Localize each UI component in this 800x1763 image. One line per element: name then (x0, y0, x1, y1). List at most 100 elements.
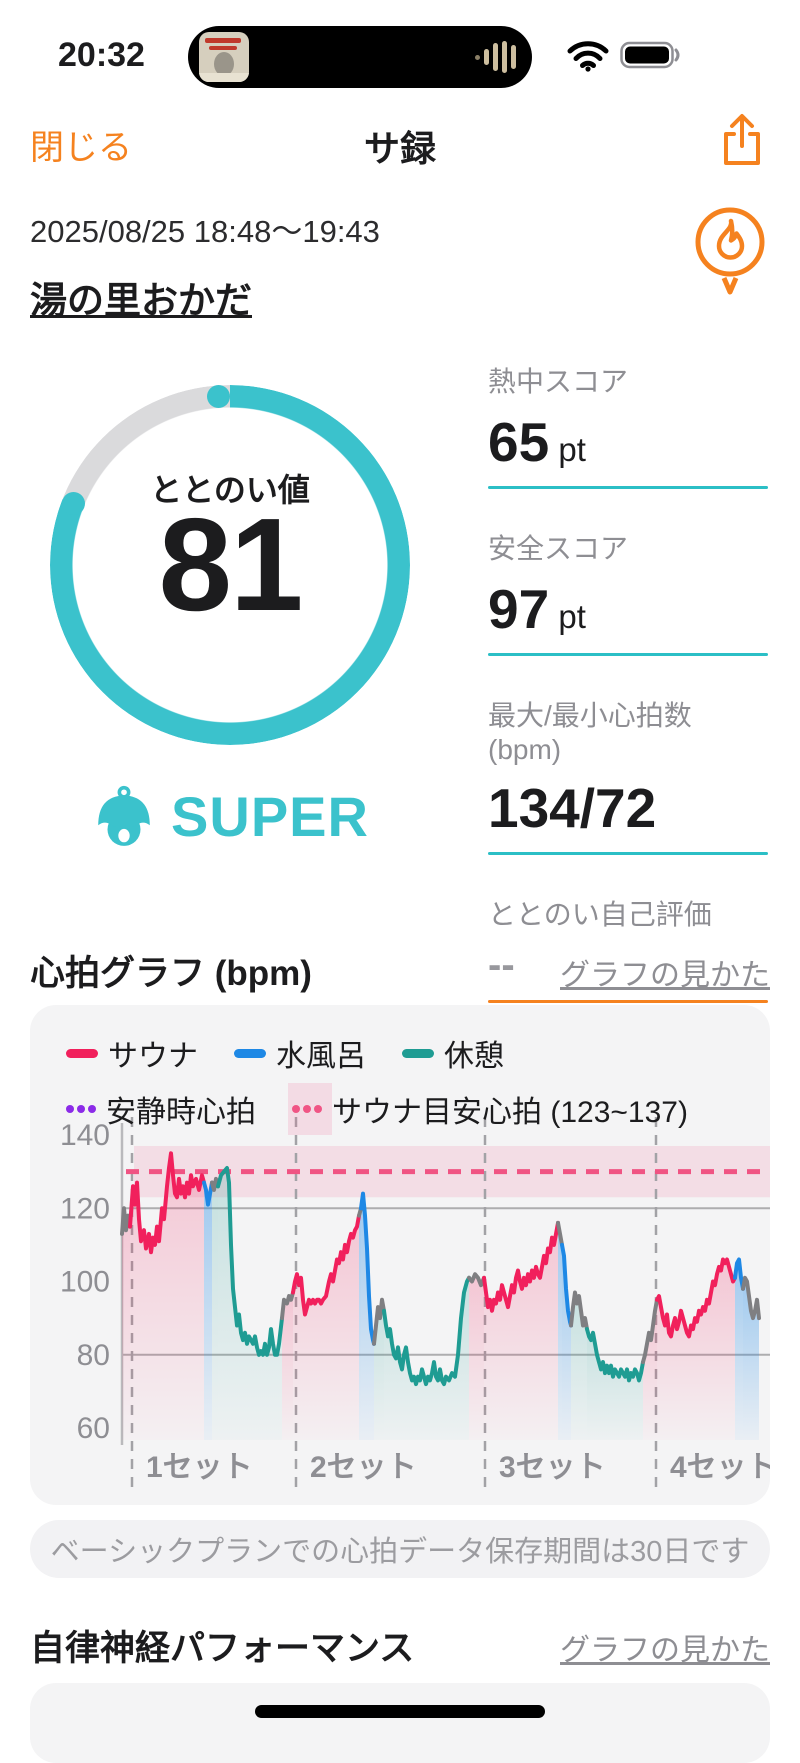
stat-value: 97 (488, 578, 550, 640)
share-icon (724, 114, 760, 165)
stats-list: 熱中スコア 65 pt 安全スコア 97 pt 最大/最小心拍数 (bpm) 134/72… (488, 360, 768, 1041)
rating-label: SUPER (171, 784, 369, 848)
series-line-transition (741, 1275, 761, 1321)
battery-icon (620, 41, 680, 69)
legend-swatch (66, 1091, 96, 1127)
stat-underline (488, 1000, 768, 1003)
series-line-sauna (482, 1220, 560, 1313)
series-fill-water (558, 1222, 562, 1440)
series-line-transition (280, 1290, 295, 1321)
legend-label: 安静時心拍 (106, 1096, 256, 1129)
stat-underline (488, 486, 768, 489)
series-fill-sauna (130, 1153, 204, 1440)
flame-icon (695, 207, 765, 295)
home-indicator[interactable] (255, 1705, 545, 1718)
stat-self-rating: ととのい自己評価 -- (488, 893, 768, 1003)
stat-value: -- (488, 943, 515, 987)
series-line-rest (585, 1327, 645, 1383)
stat-label: 安全スコア (488, 533, 629, 564)
set-label: 2セット (310, 1451, 417, 1484)
dynamic-island[interactable] (188, 26, 532, 88)
y-tick-label: 140 (60, 1119, 110, 1152)
share-button[interactable] (718, 110, 766, 171)
gauge-value: 81 (158, 491, 304, 638)
gauge-ring (50, 385, 410, 745)
legend-item-mizuburo: 水風呂 (234, 1031, 366, 1075)
series-line-transition (641, 1297, 659, 1365)
series-line-water (202, 1180, 214, 1207)
stat-unit: pt (549, 431, 586, 468)
legend-swatch (288, 1083, 332, 1135)
y-tick-label: 60 (77, 1412, 110, 1445)
series-fill-sauna (657, 1259, 735, 1440)
series-fill-sauna (469, 1274, 484, 1440)
series-fill-water (359, 1208, 361, 1440)
legend-swatch (66, 1048, 98, 1058)
series-fill-sauna (293, 1215, 359, 1440)
series-line-rest (216, 1166, 284, 1357)
legend-label: サウナ (108, 1040, 198, 1073)
legend-label: サウナ目安心拍 (123~137) (332, 1096, 688, 1129)
legend-swatch (234, 1048, 266, 1058)
y-tick-label: 80 (77, 1339, 110, 1372)
stat-label: 熱中スコア (488, 366, 629, 397)
series-fill-water (562, 1244, 571, 1440)
series-line-water (733, 1257, 745, 1291)
series-line-transition (569, 1290, 589, 1332)
series-line-rest (382, 1275, 471, 1387)
legend-label: 水風呂 (276, 1040, 366, 1073)
series-fill-rest (212, 1178, 218, 1440)
hr-chart-legend: サウナ 水風呂 休憩安静時心拍 サウナ目安心拍 (123~137) (66, 1031, 688, 1143)
series-line-transition (467, 1272, 486, 1288)
ans-section-header: 自律神経パフォーマンス グラフの見かた (30, 1620, 770, 1671)
sauna-hat-icon (98, 785, 150, 846)
series-line-sauna (655, 1257, 737, 1339)
session-datetime: 2025/08/25 18:48～19:43 (30, 214, 380, 249)
series-fill-rest (571, 1292, 587, 1440)
set-label: 4セット (670, 1451, 770, 1484)
legend-item-sauna: サウナ (66, 1031, 198, 1075)
legend-swatch (402, 1048, 434, 1058)
gauge-label: ととのい値 (150, 472, 310, 508)
set-label: 3セット (499, 1451, 606, 1484)
y-tick-label: 100 (60, 1266, 110, 1299)
series-fill-sauna (122, 1208, 130, 1440)
rating-row: SUPER (50, 783, 410, 849)
hr-chart-svg: 140 120 100 80 60 1セット 2セット 3セット 4セット (60, 1117, 770, 1487)
stat-safety-score: 安全スコア 97 pt (488, 527, 768, 656)
hr-graph-help-link[interactable]: グラフの見かた (560, 959, 770, 992)
stat-heat-score: 熱中スコア 65 pt (488, 360, 768, 489)
series-line-transition (556, 1220, 564, 1247)
stat-underline (488, 653, 768, 656)
facility-link[interactable]: 湯の里おかだ (30, 280, 252, 321)
hr-section-header: 心拍グラフ (bpm) グラフの見かた (30, 945, 770, 996)
series-fill-water (204, 1182, 212, 1440)
stat-label: ととのい自己評価 (488, 899, 712, 930)
heat-badge-button[interactable] (694, 204, 766, 301)
stat-value: 134/72 (488, 777, 657, 839)
status-time: 20:32 (58, 36, 145, 74)
hr-section-title: 心拍グラフ (bpm) (30, 954, 312, 993)
ans-section-title: 自律神経パフォーマンス (30, 1629, 415, 1668)
wifi-icon (567, 41, 609, 72)
now-playing-artwork (199, 32, 249, 82)
stat-max-min-hr: 最大/最小心拍数 (bpm) 134/72 (488, 694, 768, 855)
audio-waveform-icon (475, 26, 516, 88)
series-fill-rest (218, 1168, 282, 1440)
y-tick-label: 120 (60, 1192, 110, 1225)
legend-item-target-hr: サウナ目安心拍 (123~137) (288, 1083, 688, 1135)
close-button[interactable]: 閉じる (30, 120, 132, 169)
series-fill-water (361, 1193, 374, 1440)
stat-value: 65 (488, 411, 550, 473)
page-title: サ録 (363, 128, 436, 169)
totonoi-gauge: ととのい値 81 (50, 385, 410, 745)
series-fill-sauna (282, 1292, 293, 1440)
ans-chart-card (30, 1683, 770, 1763)
legend-item-rest: 休憩 (402, 1031, 504, 1075)
series-fill-water (735, 1259, 743, 1440)
ans-graph-help-link[interactable]: グラフの見かた (560, 1634, 770, 1667)
set-label: 1セット (146, 1451, 253, 1484)
stat-unit: pt (549, 598, 586, 635)
series-fill-rest (587, 1329, 643, 1440)
legend-item-resting-hr: 安静時心拍 (66, 1087, 256, 1131)
